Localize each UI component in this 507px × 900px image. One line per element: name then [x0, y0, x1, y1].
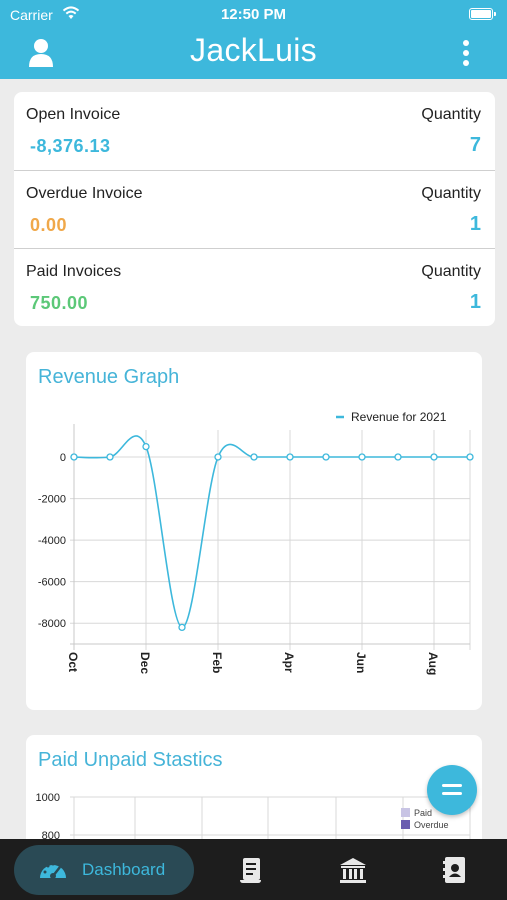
legend-label: Paid: [414, 808, 432, 818]
quantity-label: Quantity: [421, 263, 481, 280]
x-tick-label: Apr: [282, 652, 296, 673]
revenue-data-point: [250, 453, 258, 461]
legend-label: Overdue: [414, 820, 449, 830]
overdue-invoice-row[interactable]: Overdue Invoice 0.00 Quantity 1: [14, 170, 495, 248]
status-time: 12:50 PM: [220, 6, 287, 23]
open-invoice-row[interactable]: Open Invoice -8,376.13 Quantity 7: [14, 92, 495, 170]
user-icon[interactable]: [27, 38, 55, 68]
paid-unpaid-title: Paid Unpaid Stastics: [38, 749, 223, 771]
revenue-series-line: [73, 435, 470, 629]
row-label: Paid Invoices: [26, 263, 122, 280]
revenue-data-point: [70, 453, 78, 461]
revenue-data-point: [178, 623, 186, 632]
x-tick-label: Jun: [354, 652, 368, 673]
page-title: JackLuis: [190, 32, 317, 68]
revenue-data-point: [430, 453, 438, 461]
revenue-data-point: [394, 453, 402, 461]
app-header: Carrier 12:50 PM JackLuis: [0, 0, 507, 79]
bank-icon[interactable]: [338, 855, 368, 885]
x-tick-label: Oct: [66, 652, 80, 672]
menu-icon-bar: [442, 792, 462, 795]
y-tick-label: -6000: [38, 577, 66, 589]
row-label: Overdue Invoice: [26, 185, 143, 202]
y-tick-label: -2000: [38, 494, 66, 506]
more-vertical-icon[interactable]: [463, 40, 469, 68]
revenue-data-point: [214, 453, 222, 461]
legend-swatch: [401, 820, 410, 829]
invoice-scroll-icon[interactable]: [236, 855, 266, 885]
status-bar: Carrier 12:50 PM: [0, 0, 507, 30]
revenue-graph-card: Revenue Graph 0 -2000 -4000 -6000 -8000 Oct De…: [26, 352, 482, 710]
invoice-summary-card: Open Invoice -8,376.13 Quantity 7 Overdu…: [14, 92, 495, 326]
quantity-value: 1: [469, 213, 481, 235]
menu-fab-button[interactable]: [427, 765, 477, 815]
y-tick-label: 1000: [36, 792, 60, 804]
legend-label: Revenue for 2021: [351, 410, 447, 424]
row-label: Open Invoice: [26, 106, 121, 123]
wifi-icon: [62, 6, 80, 19]
quantity-value: 1: [469, 291, 481, 313]
x-tick-label: Dec: [138, 652, 152, 674]
legend-swatch: [401, 808, 410, 817]
y-tick-label: -8000: [38, 618, 66, 630]
y-tick-label: 0: [60, 452, 66, 464]
revenue-data-point: [466, 453, 474, 461]
row-amount: 0.00: [30, 215, 68, 235]
y-tick-label: -4000: [38, 535, 66, 547]
row-amount: 750.00: [30, 293, 89, 313]
x-tick-label: Feb: [210, 652, 224, 673]
revenue-data-point: [106, 453, 114, 461]
nav-dashboard-label: Dashboard: [82, 860, 166, 879]
paid-invoices-row[interactable]: Paid Invoices 750.00 Quantity 1: [14, 248, 495, 326]
bottom-nav: Dashboard: [0, 839, 507, 900]
quantity-label: Quantity: [421, 106, 481, 123]
contacts-book-icon[interactable]: [440, 855, 470, 885]
dashboard-gauge-icon: [40, 862, 66, 879]
quantity-value: 7: [469, 134, 481, 156]
revenue-line-chart[interactable]: 0 -2000 -4000 -6000 -8000 Oct Dec Feb Apr Jun Aug R…: [26, 352, 482, 710]
revenue-data-point: [286, 453, 294, 461]
revenue-data-point: [322, 453, 330, 461]
row-amount: -8,376.13: [30, 136, 111, 156]
revenue-data-point: [142, 442, 150, 451]
x-tick-label: Aug: [426, 652, 440, 675]
revenue-data-point: [358, 453, 366, 461]
revenue-graph-title: Revenue Graph: [38, 366, 180, 388]
nav-item-dashboard[interactable]: Dashboard: [14, 845, 194, 895]
quantity-label: Quantity: [421, 185, 481, 202]
carrier-label: Carrier: [10, 7, 53, 23]
menu-icon: [442, 784, 462, 787]
battery-icon: [469, 8, 496, 20]
